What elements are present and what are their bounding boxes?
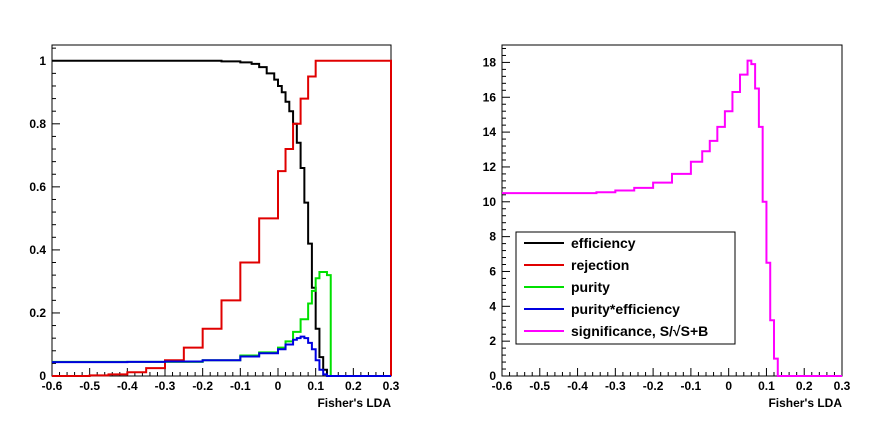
- left-y-tick-label: 0.2: [29, 306, 46, 320]
- left-x-tick-label: 0: [275, 379, 282, 393]
- legend-label: purity: [571, 279, 610, 295]
- right-y-tick-label: 10: [483, 195, 497, 209]
- legend-label: significance, S/√S+B: [571, 323, 708, 339]
- left-x-tick-label: -0.2: [192, 379, 213, 393]
- left-y-tick-label: 0: [39, 369, 46, 383]
- left-x-tick-label: -0.5: [79, 379, 100, 393]
- left-series-efficiency: [52, 59, 391, 377]
- legend-box: efficiency rejection purity purity*efficien…: [515, 231, 736, 345]
- left-x-tick-label: 0.2: [345, 379, 362, 393]
- right-series-significance-s-s-b: [502, 59, 842, 377]
- right-x-tick-label: -0.4: [567, 379, 588, 393]
- legend-label: rejection: [571, 257, 629, 273]
- left-y-tick-label: 0.4: [29, 243, 46, 257]
- left-plot-panel: -0.6 -0.5 -0.4 -0.3 -0.2 -0.1 0 0.1 0.2 0.3 0 0.2 0.…: [29, 44, 400, 410]
- left-x-tick-label: -0.6: [42, 379, 63, 393]
- right-x-axis-title: Fisher's LDA: [768, 396, 842, 410]
- right-x-tick-label: 0.2: [796, 379, 813, 393]
- right-x-tick-label: 0.3: [834, 379, 851, 393]
- right-y-tick-label: 6: [489, 264, 496, 278]
- left-x-tick-label: 0.1: [307, 379, 324, 393]
- left-series-rejection: [52, 59, 392, 377]
- right-y-tick-label: 4: [489, 299, 496, 313]
- left-x-tick-label: -0.1: [230, 379, 251, 393]
- legend-label: purity*efficiency: [571, 301, 680, 317]
- right-y-tick-label: 16: [483, 90, 497, 104]
- legend-label: efficiency: [571, 235, 636, 251]
- right-x-tick-label: 0.1: [758, 379, 775, 393]
- right-plot-panel: -0.6 -0.5 -0.4 -0.3 -0.2 -0.1 0 0.1 0.2 0.3 0 2 4 6 8 1…: [483, 44, 851, 410]
- right-y-tick-label: 2: [489, 334, 496, 348]
- right-y-tick-label: 18: [483, 55, 497, 69]
- left-series-purity-efficiency: [52, 335, 391, 377]
- right-x-tick-label: -0.1: [681, 379, 702, 393]
- left-x-axis-title: Fisher's LDA: [317, 396, 391, 410]
- left-y-tick-label: 0.8: [29, 117, 46, 131]
- right-x-tick-label: -0.2: [643, 379, 664, 393]
- right-x-tick-label: -0.6: [492, 379, 513, 393]
- right-y-tick-label: 12: [483, 160, 497, 174]
- left-x-tick-label: 0.3: [383, 379, 400, 393]
- right-y-tick-label: 0: [489, 369, 496, 383]
- right-x-tick-label: 0: [725, 379, 732, 393]
- right-x-tick-label: -0.3: [605, 379, 626, 393]
- left-x-tick-label: -0.3: [155, 379, 176, 393]
- left-x-tick-label: -0.4: [117, 379, 138, 393]
- left-y-tick-label: 0.6: [29, 180, 46, 194]
- right-y-tick-label: 14: [483, 125, 497, 139]
- right-x-tick-label: -0.5: [529, 379, 550, 393]
- left-y-tick-label: 1: [39, 54, 46, 68]
- right-plot-frame: [501, 44, 843, 377]
- right-y-tick-label: 8: [489, 230, 496, 244]
